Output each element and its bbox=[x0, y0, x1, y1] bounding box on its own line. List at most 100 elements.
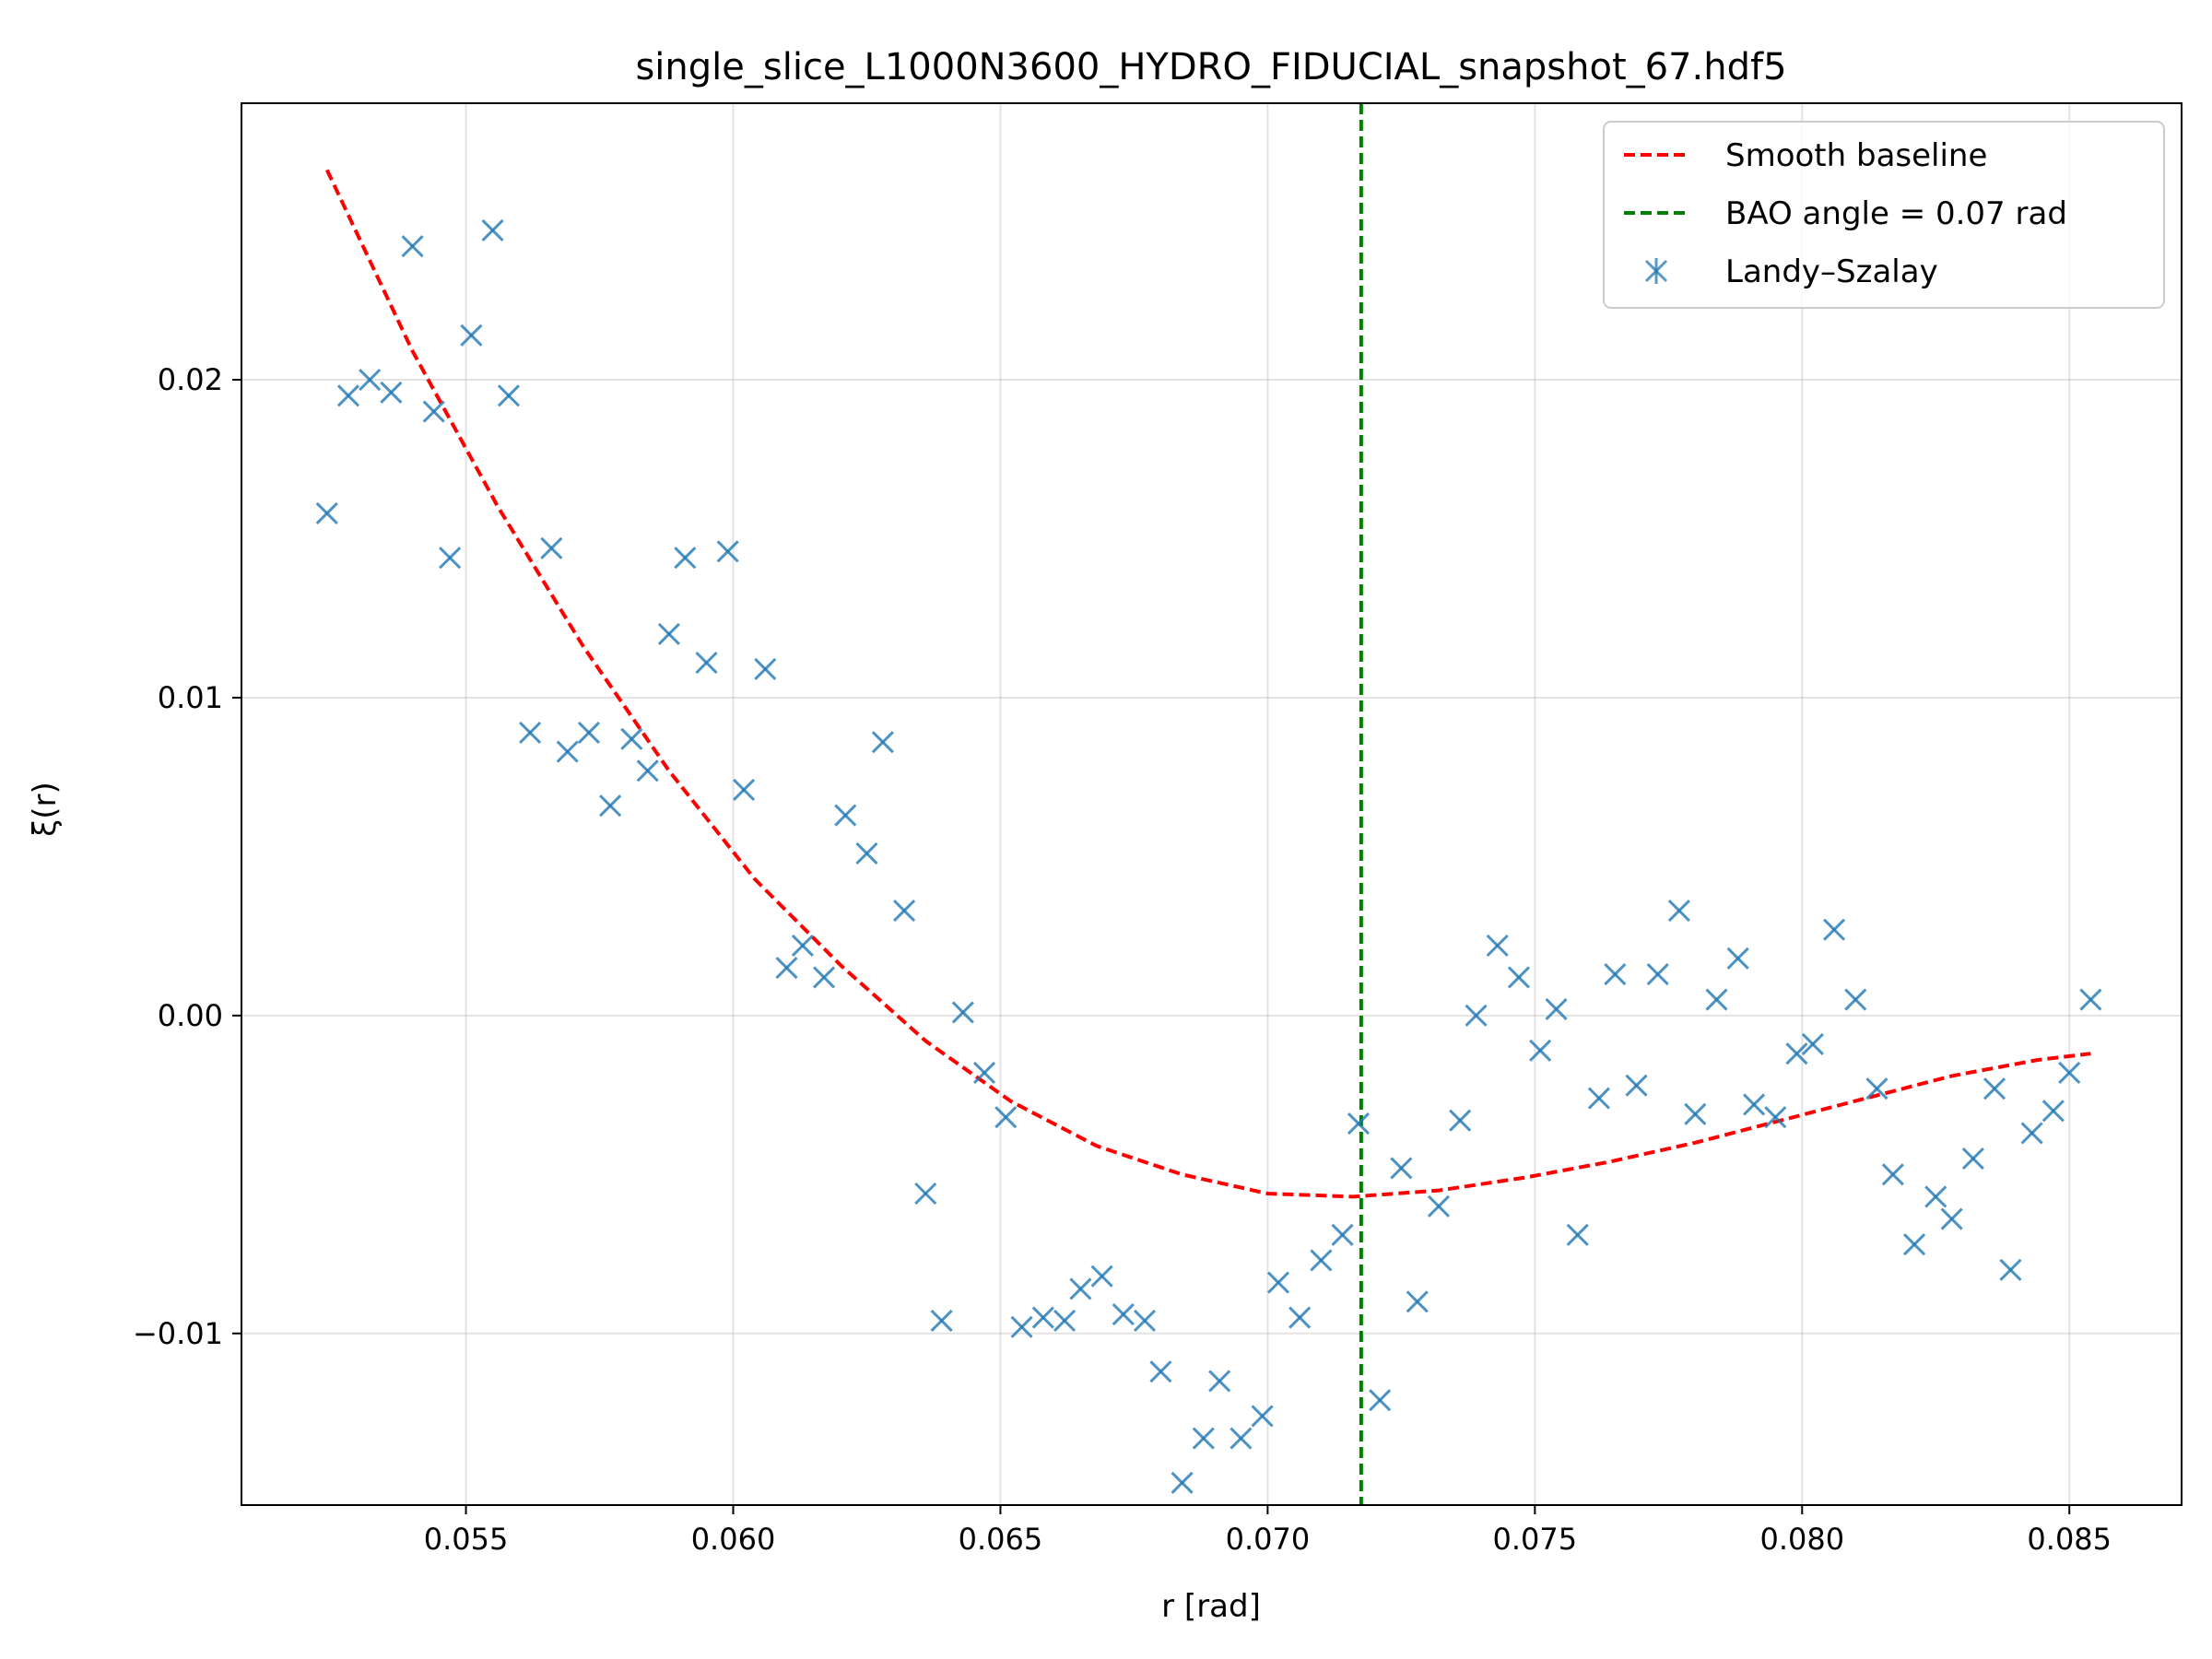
data-point bbox=[1764, 1106, 1787, 1129]
x-tick-label: 0.055 bbox=[424, 1522, 509, 1557]
x-tick-label: 0.070 bbox=[1226, 1522, 1311, 1557]
data-point bbox=[422, 400, 445, 423]
data-point bbox=[1149, 1360, 1172, 1383]
data-point bbox=[1251, 1405, 1274, 1428]
data-point bbox=[315, 501, 338, 524]
data-point bbox=[754, 657, 777, 680]
data-point bbox=[1230, 1427, 1253, 1450]
y-tick-label: 0.00 bbox=[158, 998, 223, 1033]
data-point bbox=[1406, 1290, 1429, 1313]
data-point bbox=[1031, 1306, 1054, 1329]
data-point bbox=[871, 731, 894, 754]
data-point bbox=[951, 1001, 974, 1024]
data-point bbox=[1924, 1185, 1947, 1208]
data-point bbox=[972, 1061, 996, 1084]
data-point bbox=[2041, 1100, 2065, 1123]
data-point bbox=[359, 369, 382, 392]
chart-title: single_slice_L1000N3600_HYDRO_FIDUCIAL_s… bbox=[635, 46, 1786, 88]
data-point bbox=[636, 759, 659, 782]
data-point bbox=[775, 957, 798, 980]
data-point bbox=[914, 1182, 937, 1206]
legend-label-points: Landy–Szalay bbox=[1725, 253, 1938, 290]
data-point bbox=[1940, 1207, 1963, 1230]
data-point bbox=[716, 540, 739, 563]
smooth-baseline-line bbox=[324, 169, 2091, 1199]
data-point bbox=[1465, 1004, 1488, 1027]
data-point bbox=[481, 218, 504, 242]
data-point bbox=[1390, 1157, 1413, 1180]
data-point bbox=[1069, 1277, 1092, 1300]
y-tick-label: −0.01 bbox=[133, 1316, 223, 1351]
plot-area bbox=[315, 103, 2102, 1505]
data-point bbox=[497, 384, 521, 407]
data-point bbox=[1865, 1077, 1888, 1100]
legend-label-baseline: Smooth baseline bbox=[1725, 137, 1987, 174]
data-point bbox=[1208, 1370, 1231, 1393]
legend-points-swatch bbox=[1644, 258, 1668, 284]
data-point bbox=[1705, 988, 1728, 1011]
data-point bbox=[733, 778, 756, 802]
data-point bbox=[620, 727, 643, 750]
data-point bbox=[519, 721, 542, 744]
data-point bbox=[2020, 1122, 2043, 1145]
data-point bbox=[1566, 1223, 1589, 1246]
legend: Smooth baseline BAO angle = 0.07 rad Lan… bbox=[1603, 121, 2165, 309]
grid bbox=[241, 103, 2182, 1505]
data-point bbox=[1310, 1249, 1333, 1272]
data-point bbox=[1288, 1306, 1312, 1329]
data-point bbox=[1999, 1258, 2022, 1281]
data-point bbox=[1449, 1109, 1472, 1132]
data-point bbox=[893, 899, 916, 923]
x-tick-label: 0.075 bbox=[1493, 1522, 1578, 1557]
data-point bbox=[1587, 1087, 1610, 1110]
data-point bbox=[1646, 962, 1669, 986]
data-point bbox=[994, 1106, 1018, 1129]
data-point bbox=[855, 841, 878, 865]
data-point bbox=[791, 934, 814, 958]
data-point bbox=[2079, 988, 2102, 1011]
data-point bbox=[577, 721, 600, 744]
data-point bbox=[1604, 962, 1627, 986]
data-point bbox=[1844, 988, 1867, 1011]
data-point bbox=[674, 547, 697, 570]
data-point bbox=[1529, 1039, 1552, 1062]
data-point bbox=[813, 966, 836, 989]
data-point bbox=[1823, 918, 1846, 941]
data-point bbox=[1726, 947, 1749, 970]
data-point bbox=[439, 547, 462, 570]
data-point bbox=[834, 804, 857, 827]
data-point bbox=[1785, 1042, 1808, 1065]
legend-box bbox=[1603, 121, 2165, 309]
data-point bbox=[1090, 1265, 1113, 1288]
y-axis-label: ξ(r) bbox=[27, 782, 64, 836]
data-point bbox=[1427, 1194, 1451, 1218]
x-tick-label: 0.060 bbox=[691, 1522, 776, 1557]
data-point bbox=[336, 384, 360, 407]
data-point bbox=[1983, 1077, 2006, 1100]
data-point bbox=[1369, 1389, 1392, 1412]
data-point bbox=[1902, 1233, 1926, 1256]
x-tick-label: 0.065 bbox=[959, 1522, 1043, 1557]
data-point bbox=[2058, 1061, 2081, 1084]
data-point bbox=[1112, 1303, 1135, 1326]
data-point bbox=[556, 740, 579, 763]
data-point bbox=[1171, 1471, 1194, 1494]
data-point bbox=[1507, 966, 1530, 989]
axes-frame bbox=[241, 102, 2183, 1506]
y-tick-label: 0.01 bbox=[158, 680, 223, 715]
data-point bbox=[599, 794, 622, 818]
data-point bbox=[1801, 1032, 1824, 1055]
data-point bbox=[1545, 997, 1568, 1021]
data-point bbox=[1881, 1163, 1904, 1186]
legend-label-bao: BAO angle = 0.07 rad bbox=[1725, 195, 2067, 232]
data-point bbox=[1266, 1271, 1290, 1294]
data-point bbox=[1684, 1102, 1707, 1125]
data-point bbox=[695, 651, 718, 675]
ticks: 0.055 0.060 0.065 0.070 0.075 0.080 0.085 −0.01… bbox=[133, 362, 2112, 1557]
data-point bbox=[1625, 1074, 1648, 1097]
y-tick-label: 0.02 bbox=[158, 362, 223, 397]
data-point bbox=[1010, 1315, 1033, 1338]
data-point bbox=[460, 324, 483, 347]
data-point bbox=[401, 235, 424, 258]
